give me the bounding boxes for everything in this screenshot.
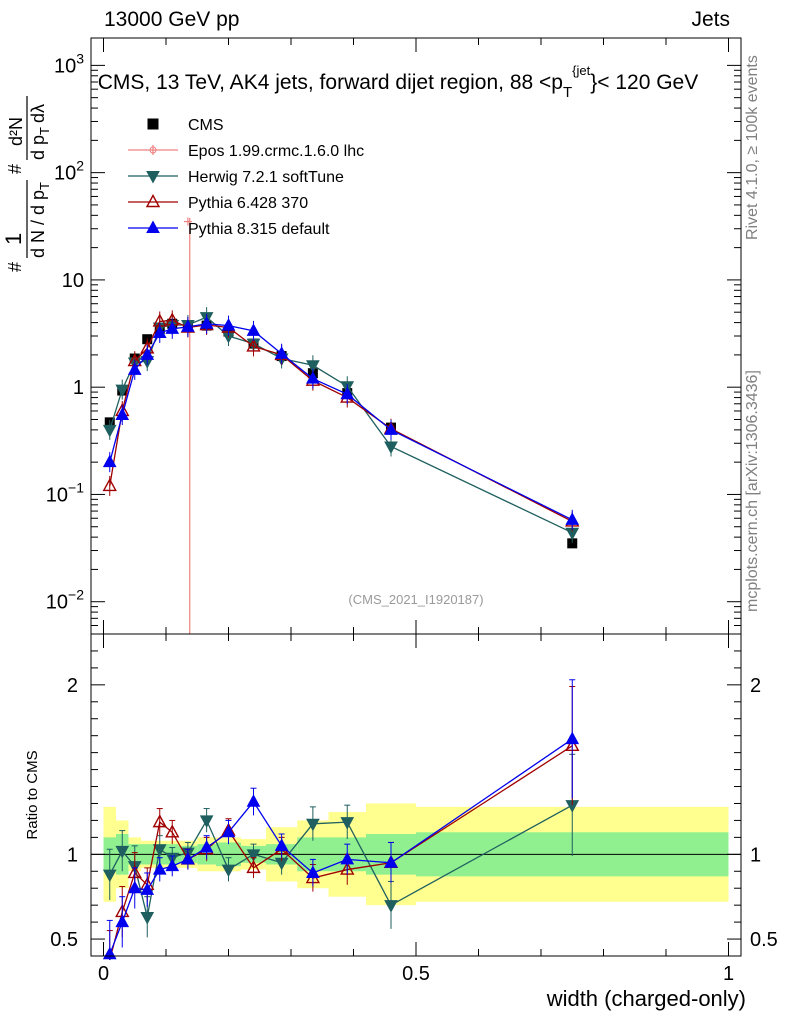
legend-marker-2 xyxy=(146,171,160,184)
pythia4-ratio-point-5 xyxy=(165,858,180,872)
header-left: 13000 GeV pp xyxy=(104,8,240,31)
pythia4-ratio-point-1 xyxy=(115,914,130,928)
y-tick-label-5: 103 xyxy=(54,50,84,77)
pythia3-point-0 xyxy=(102,477,117,492)
pythia4-point-3 xyxy=(140,347,155,360)
ratio-tick-label-left-1: 1 xyxy=(67,844,78,866)
pythia4-point-13 xyxy=(384,422,398,435)
pythia4-point-10 xyxy=(274,346,289,359)
herwig2-ratio-point-7 xyxy=(199,815,214,828)
pythia4-point-2 xyxy=(127,362,142,375)
pythia4-point-8 xyxy=(221,318,236,331)
herwig2-point-0 xyxy=(102,424,117,438)
pythia4-ratio-point-14 xyxy=(565,731,580,745)
legend-label-1: Epos 1.99.crmc.1.6.0 lhc xyxy=(188,143,364,160)
legend-label-3: Pythia 6.428 370 xyxy=(188,195,308,212)
herwig2-line xyxy=(109,316,573,534)
herwig2-point-13 xyxy=(384,441,398,455)
y-tick-label-0: 10−2 xyxy=(46,587,84,614)
ylabel-one: 1 xyxy=(1,233,26,245)
pythia4-ratio-point-11 xyxy=(306,865,320,878)
herwig2-point-1 xyxy=(115,384,130,398)
herwig2-ratio-point-8 xyxy=(221,864,236,878)
pythia4-point-9 xyxy=(246,323,261,336)
y-tick-label-3: 10 xyxy=(62,270,84,292)
epos-point-0 xyxy=(183,217,192,226)
y-tick-label-4: 102 xyxy=(54,158,84,185)
pythia4-ratio-point-7 xyxy=(199,839,214,853)
pythia4-point-14 xyxy=(565,512,580,525)
chart-title: CMS, 13 TeV, AK4 jets, forward dijet reg… xyxy=(98,63,698,101)
ylabel-hash-2: # xyxy=(5,164,25,174)
pythia4-ratio-point-6 xyxy=(181,851,195,865)
herwig2-ratio-point-13 xyxy=(384,900,398,913)
ylabel-hash-1: # xyxy=(5,262,25,272)
y-axis-label: # 1 d N / d pT # d²N d pTdλ xyxy=(1,96,52,272)
x-tick-label-2: 1 xyxy=(723,963,734,985)
legend-label-0: CMS xyxy=(188,117,224,134)
ratio-tick-label-right-2: 2 xyxy=(750,675,761,697)
pythia3-line xyxy=(109,319,573,523)
pythia3-ratio-point-9 xyxy=(246,859,261,874)
ratio-frame xyxy=(90,633,742,957)
ratio-axis-label: Ratio to CMS xyxy=(24,750,41,839)
legend-label-4: Pythia 8.315 default xyxy=(188,221,330,238)
x-tick-label-0: 0 xyxy=(98,963,109,985)
herwig2-point-11 xyxy=(306,360,320,373)
herwig2-ratio-point-1 xyxy=(115,845,130,859)
legend-marker-0 xyxy=(147,118,159,130)
pythia3-ratio-point-4 xyxy=(152,814,167,828)
pythia4-ratio-point-10 xyxy=(274,838,289,851)
pythia4-ratio-point-3 xyxy=(140,882,155,895)
pythia4-ratio-point-2 xyxy=(127,880,142,894)
legend-label-2: Herwig 7.2.1 softTune xyxy=(188,169,344,186)
x-tick-label-1: 0.5 xyxy=(402,963,430,985)
pythia4-ratio-point-9 xyxy=(246,794,261,807)
legend: CMS Epos 1.99.crmc.1.6.0 lhc Herwig 7.2.1 … xyxy=(128,117,364,238)
legend-marker-4 xyxy=(146,220,160,233)
pythia4-ratio-point-0 xyxy=(102,946,117,960)
ratio-tick-label-left-0: 0.5 xyxy=(50,929,78,951)
pythia4-line xyxy=(109,323,573,521)
header-right: Jets xyxy=(691,8,730,31)
pythia4-ratio-point-8 xyxy=(221,824,236,838)
pythia4-point-11 xyxy=(306,371,320,384)
ylabel-frac2-bottom: d pTdλ xyxy=(28,104,52,160)
x-axis-label: width (charged-only) xyxy=(546,986,746,1011)
pythia4-point-1 xyxy=(115,407,130,421)
analysis-label: (CMS_2021_I1920187) xyxy=(348,592,483,607)
cms-point-14 xyxy=(567,538,578,549)
herwig2-ratio-point-0 xyxy=(102,869,117,883)
pythia4-point-5 xyxy=(165,321,180,334)
ratio-tick-label-right-0: 0.5 xyxy=(750,929,778,951)
pythia4-point-12 xyxy=(340,386,355,400)
herwig2-ratio-point-12 xyxy=(340,817,355,830)
ylabel-frac2-top: d²N xyxy=(6,117,26,146)
legend-circle-1 xyxy=(149,146,157,154)
y-tick-label-2: 1 xyxy=(73,377,84,399)
pythia3-ratio-point-5 xyxy=(165,824,180,838)
pythia4-ratio-point-4 xyxy=(152,862,167,875)
pythia4-point-6 xyxy=(181,319,195,332)
pythia3-point-9 xyxy=(246,338,261,352)
herwig2-ratio-point-3 xyxy=(140,912,155,925)
pythia4-point-7 xyxy=(199,316,214,329)
ratio-tick-label-left-2: 2 xyxy=(67,675,78,697)
pythia4-point-0 xyxy=(102,454,117,468)
pythia4-ratio-point-13 xyxy=(384,855,398,868)
herwig2-ratio-point-4 xyxy=(152,844,167,857)
ratio-tick-label-right-1: 1 xyxy=(750,844,761,866)
pythia4-point-4 xyxy=(152,325,167,338)
ylabel-denom: d N / d pT xyxy=(28,182,52,258)
pythia4-ratio-point-12 xyxy=(340,851,355,865)
legend-marker-3 xyxy=(145,194,161,208)
y-tick-label-1: 10−1 xyxy=(46,479,84,506)
herwig2-ratio-point-9 xyxy=(246,849,261,862)
herwig2-ratio-point-11 xyxy=(306,818,320,832)
